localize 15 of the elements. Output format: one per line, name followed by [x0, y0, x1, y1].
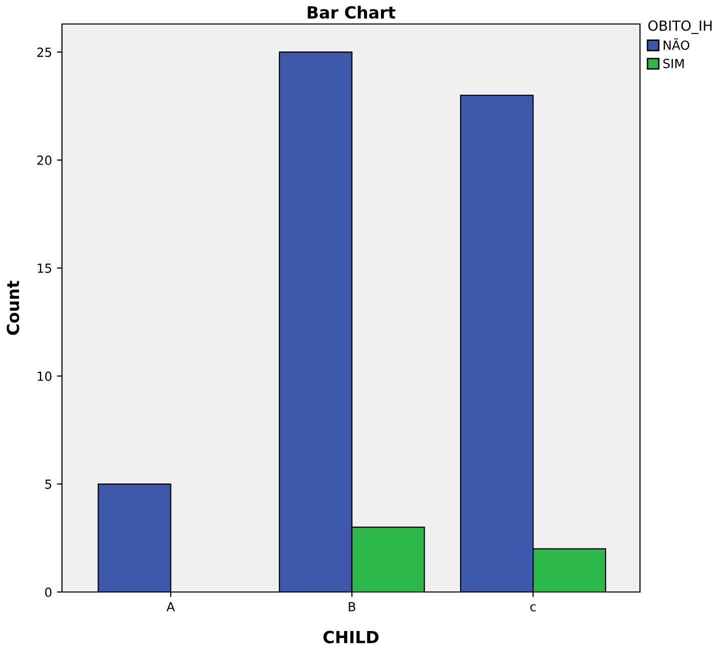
- chart-title: Bar Chart: [308, 6, 396, 19]
- legend-label: NÃO: [664, 38, 690, 50]
- y-tick-label: 25: [37, 48, 52, 58]
- y-axis-title: Count: [6, 280, 20, 335]
- y-tick-label: 20: [37, 156, 52, 165]
- y-tick-label: 5: [45, 480, 52, 489]
- y-tick-label: 0: [45, 587, 52, 597]
- x-tick-label: A: [166, 602, 175, 612]
- y-tick-label: 15: [38, 264, 52, 273]
- x-axis-title: CHILD: [323, 630, 379, 644]
- x-tick-label: B: [348, 602, 356, 612]
- legend-title: OBITO_IH: [648, 20, 712, 34]
- y-tick-label: 10: [38, 372, 52, 381]
- x-tick-label: c: [530, 604, 536, 612]
- legend-label: SIM: [663, 58, 684, 68]
